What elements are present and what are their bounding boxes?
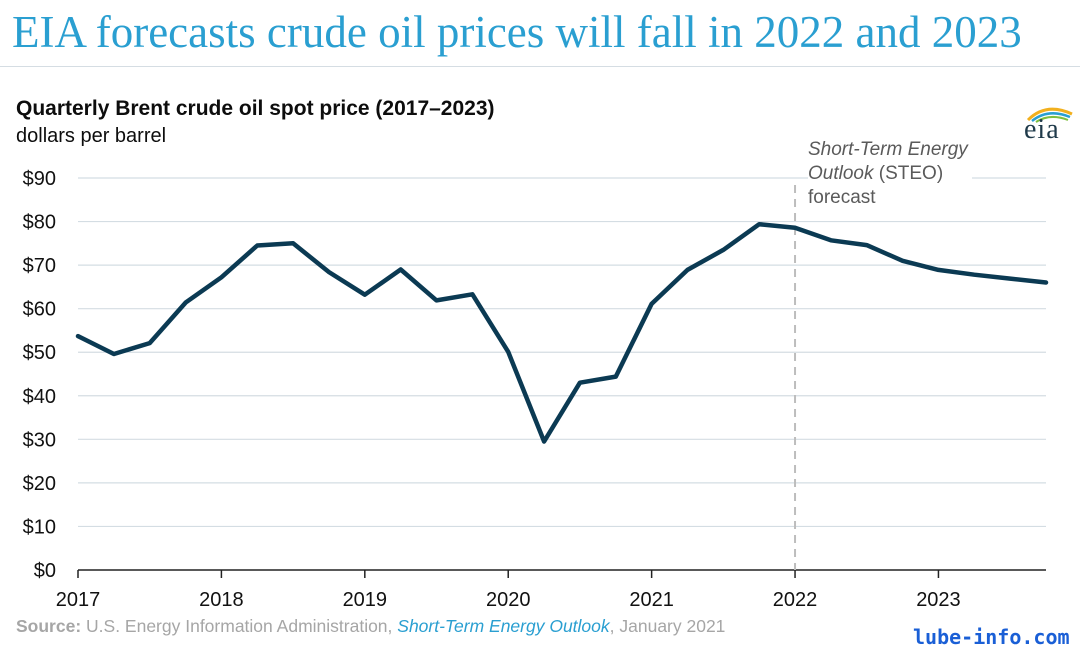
- brent-price-line: [75, 221, 1049, 444]
- x-tick-label: 2022: [773, 589, 818, 611]
- watermark: lube-info.com: [913, 625, 1070, 649]
- x-tick-label: 2020: [486, 589, 531, 611]
- y-tick-label: $60: [23, 299, 56, 321]
- source-label: Source:: [16, 616, 82, 636]
- x-axis: 2017 2018 2019 2020 2021 2022 2023: [56, 569, 1046, 611]
- source-report-link[interactable]: Short-Term Energy Outlook: [397, 616, 610, 636]
- y-tick-label: $0: [34, 560, 56, 582]
- y-tick-label: $30: [23, 429, 56, 451]
- eia-logo-arcs-icon: [1026, 107, 1073, 123]
- eia-logo: eia: [1020, 104, 1080, 148]
- x-tick-label: 2018: [199, 589, 244, 611]
- annotation-line2-italic: Outlook: [808, 163, 874, 184]
- x-tick-label: 2023: [916, 589, 961, 611]
- header-divider: [0, 66, 1080, 67]
- x-tick-label: 2021: [629, 589, 674, 611]
- y-tick-label: $70: [23, 255, 56, 277]
- y-tick-label: $10: [23, 516, 56, 538]
- page-headline: EIA forecasts crude oil prices will fall…: [12, 7, 1022, 57]
- x-tick-label: 2017: [56, 589, 101, 611]
- y-tick-label: $40: [23, 386, 56, 408]
- annotation-line3: forecast: [808, 187, 876, 208]
- source-agency: U.S. Energy Information Administration,: [81, 616, 398, 636]
- y-tick-label: $50: [23, 342, 56, 364]
- y-axis: $0 $10 $20 $30 $40 $50 $60 $70 $80 $90: [23, 168, 56, 582]
- chart-title: Quarterly Brent crude oil spot price (20…: [16, 97, 495, 120]
- annotation-line1: Short-Term Energy: [808, 139, 968, 160]
- eia-logo-text: eia: [1024, 114, 1060, 145]
- y-tick-label: $20: [23, 473, 56, 495]
- y-tick-label: $90: [23, 168, 56, 190]
- x-tick-label: 2019: [343, 589, 388, 611]
- source-note: Source: U.S. Energy Information Administ…: [16, 616, 725, 637]
- brent-price-series: [75, 221, 1049, 444]
- annotation-line2-rest: (STEO): [873, 163, 944, 184]
- gridlines: [78, 177, 1046, 528]
- steo-forecast-annotation: Short-Term Energy Outlook (STEO) forecas…: [808, 138, 972, 210]
- source-date: , January 2021: [609, 616, 726, 636]
- y-tick-label: $80: [23, 212, 56, 234]
- chart-subtitle: dollars per barrel: [16, 125, 167, 147]
